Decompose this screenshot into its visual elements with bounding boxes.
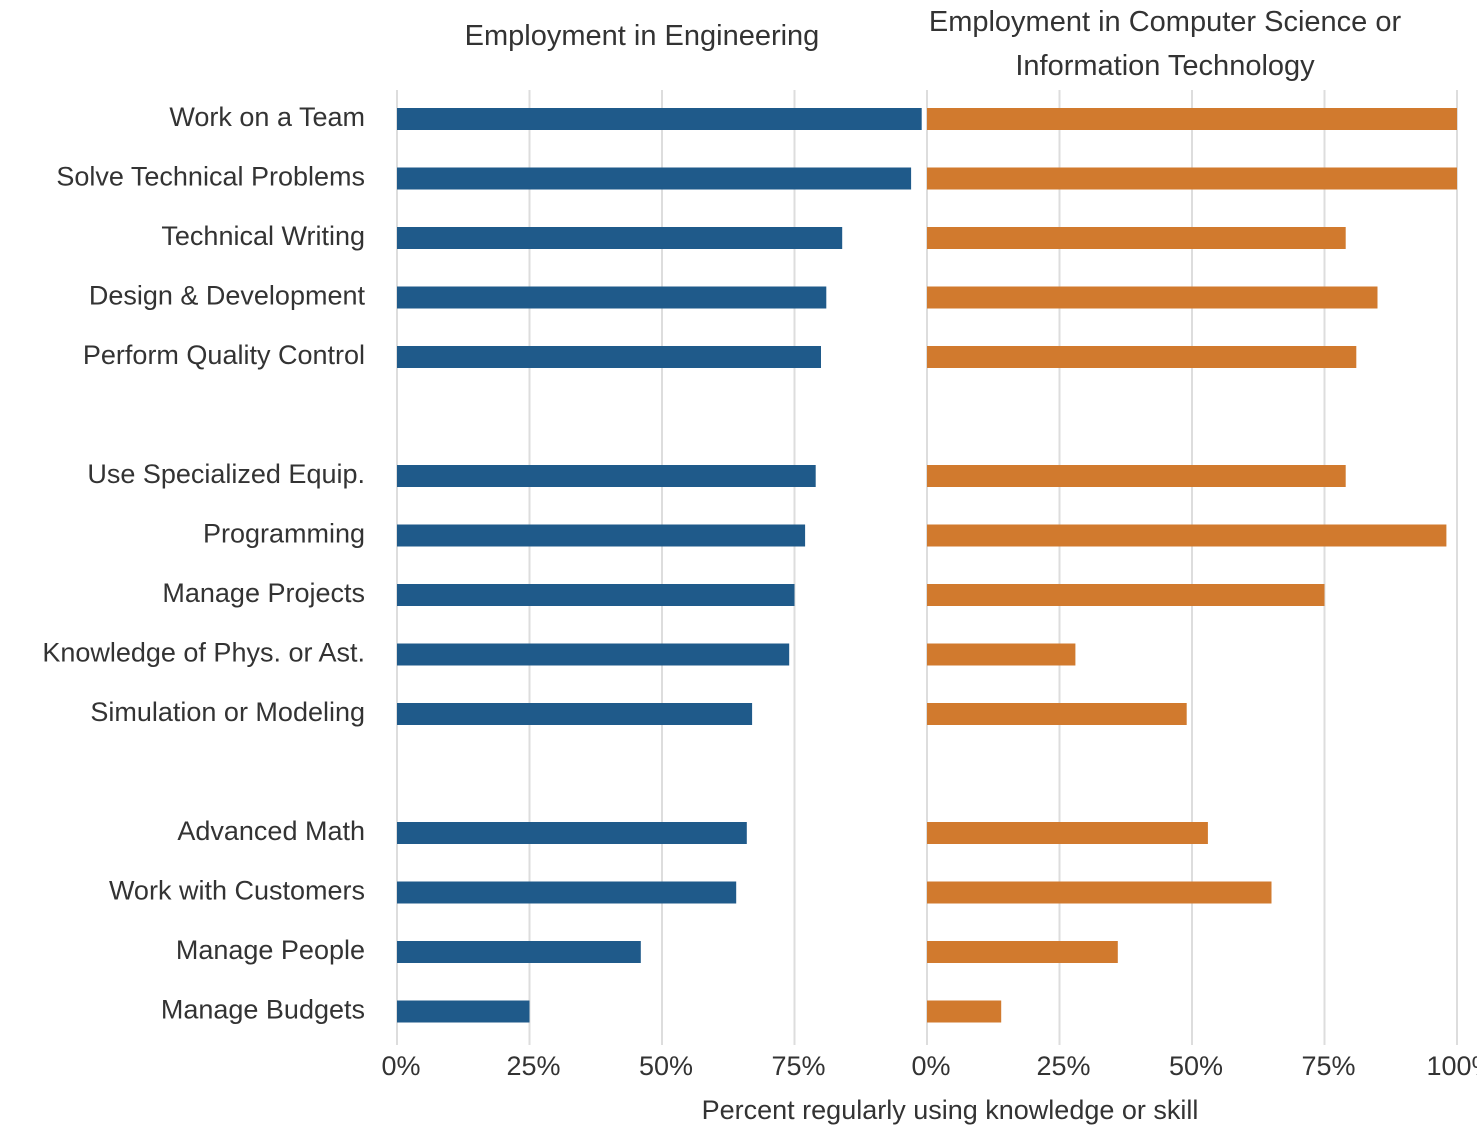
bar	[397, 286, 827, 309]
panel-title: Employment in Engineering	[464, 20, 820, 52]
bar	[397, 822, 747, 844]
y-tick-label: Solve Technical Problems	[56, 162, 365, 192]
bar	[927, 1000, 1002, 1023]
bar	[927, 167, 1457, 190]
bar	[397, 167, 912, 190]
x-tick-label: 25%	[506, 1051, 560, 1081]
y-tick-label: Work with Customers	[109, 876, 365, 906]
y-tick-label: Programming	[203, 519, 365, 549]
bar	[397, 108, 922, 130]
x-tick-label: 50%	[639, 1051, 693, 1081]
x-tick-label: 0%	[381, 1051, 420, 1081]
bar	[927, 822, 1208, 844]
bar	[397, 941, 641, 963]
y-tick-label: Manage Budgets	[161, 995, 365, 1025]
bar	[927, 346, 1357, 368]
x-tick-label: 50%	[1169, 1051, 1223, 1081]
y-tick-label: Manage People	[176, 935, 365, 965]
x-axis-label: Percent regularly using knowledge or ski…	[702, 1095, 1199, 1125]
y-tick-label: Use Specialized Equip.	[87, 459, 365, 489]
y-tick-label: Work on a Team	[169, 102, 365, 132]
bar	[927, 108, 1457, 130]
y-tick-label: Simulation or Modeling	[90, 697, 365, 727]
bar	[397, 227, 843, 249]
x-tick-label: 75%	[1301, 1051, 1355, 1081]
bar	[397, 584, 795, 606]
bar	[927, 941, 1118, 963]
bar	[927, 465, 1346, 487]
bar	[927, 227, 1346, 249]
bar	[397, 703, 753, 725]
bar	[397, 1000, 530, 1023]
bar	[927, 524, 1447, 547]
bar	[397, 465, 816, 487]
bar	[927, 584, 1325, 606]
panel-title: Employment in Computer Science or Inform…	[928, 6, 1402, 82]
bar	[397, 346, 821, 368]
x-tick-label: 75%	[771, 1051, 825, 1081]
bar	[397, 881, 737, 904]
y-tick-label: Technical Writing	[161, 221, 365, 251]
bar	[397, 524, 806, 547]
x-tick-label: 100%	[1426, 1051, 1477, 1081]
y-tick-label: Advanced Math	[177, 816, 365, 846]
bar	[927, 703, 1187, 725]
bar	[397, 643, 790, 666]
x-tick-label: 25%	[1036, 1051, 1090, 1081]
x-tick-label: 0%	[911, 1051, 950, 1081]
y-tick-label: Perform Quality Control	[83, 340, 365, 370]
bar	[927, 286, 1378, 309]
y-tick-label: Design & Development	[89, 281, 366, 311]
y-tick-label: Knowledge of Phys. or Ast.	[42, 638, 365, 668]
bar	[927, 881, 1272, 904]
bar	[927, 643, 1076, 666]
y-tick-label: Manage Projects	[162, 578, 365, 608]
